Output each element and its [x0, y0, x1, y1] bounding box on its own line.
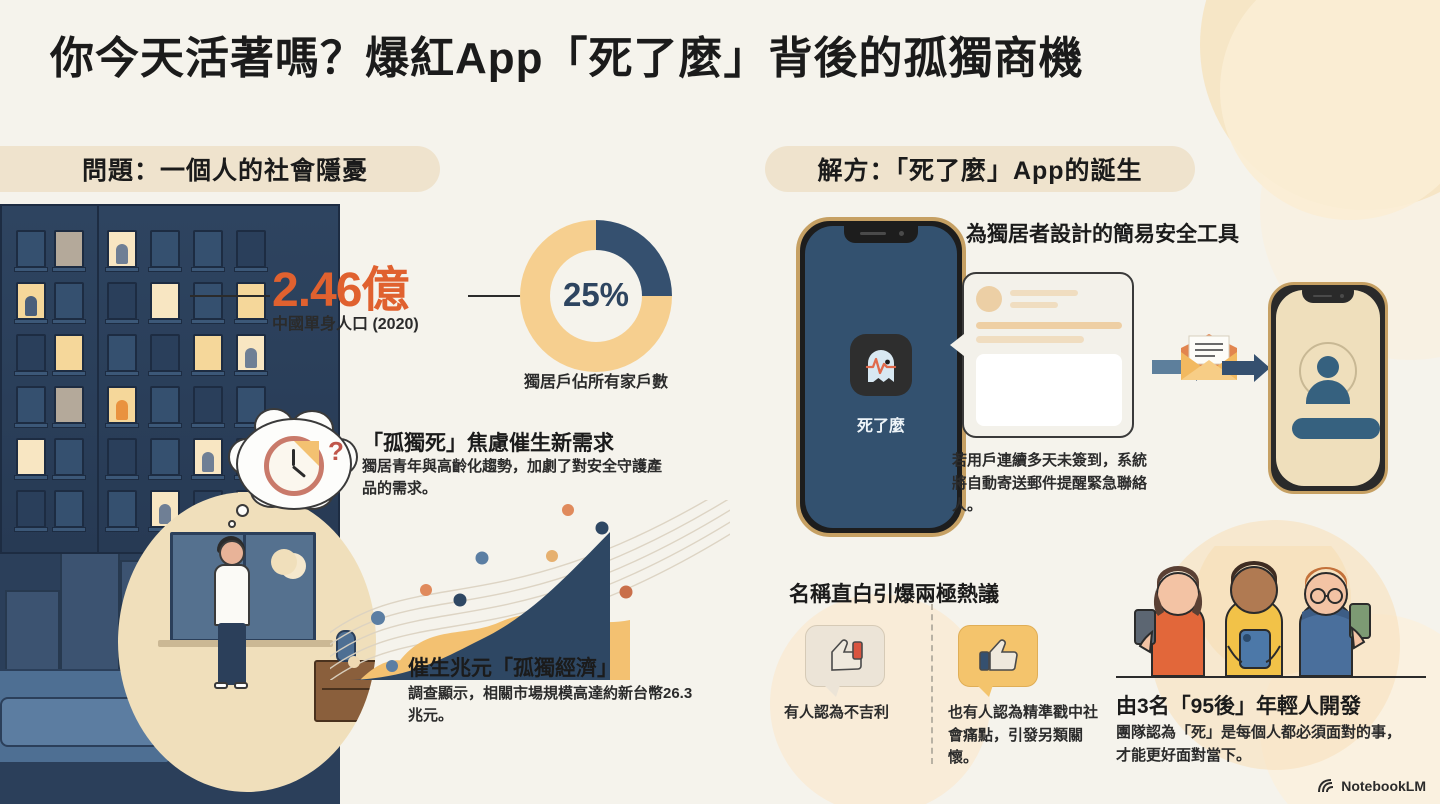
app-name-label: 死了麼 — [856, 418, 905, 435]
contact-phone-mockup[interactable] — [1268, 282, 1388, 494]
app-phone-mockup[interactable]: 死了麼 — [796, 217, 966, 537]
stat-number: 2.46億 — [272, 264, 409, 317]
brand-label: NotebookLM — [1341, 778, 1426, 794]
team-body: 團隊認為「死」是每個人都必須面對的事，才能更好面對當下。 — [1116, 724, 1402, 764]
stat-caption: 中國單身人口 (2020) — [272, 316, 419, 333]
reactions-title: 名稱直白引爆兩極熱議 — [789, 583, 999, 606]
donut-value-label: 25% — [562, 276, 630, 313]
donut-chart: 25% — [520, 220, 672, 372]
team-illustration — [1134, 546, 1371, 676]
block-title-loneliness-anxiety: 「孤獨死」焦慮催生新需求 — [362, 432, 614, 455]
phone-notch — [1302, 290, 1354, 303]
question-mark-icon: ? — [328, 436, 344, 466]
ghost-heartbeat-icon[interactable] — [850, 334, 912, 396]
reaction-positive-caption: 也有人認為精準戳中社會痛點，引發另類關懷。 — [948, 704, 1099, 766]
block-title-loneliness-economy: 催生兆元「孤獨經濟」 — [408, 657, 618, 680]
block-body-loneliness-economy: 調查顯示，相關市場規模高達約新台幣26.3兆元。 — [408, 685, 693, 724]
thumbs-up-icon — [958, 625, 1038, 697]
section-header-problem: 問題：一個人的社會隱憂 — [0, 146, 440, 192]
growth-wave-chart — [330, 500, 730, 680]
leader-line — [468, 295, 528, 297]
brand-notebooklm: NotebookLM — [1317, 778, 1426, 794]
user-avatar-icon — [1299, 342, 1357, 404]
reactions-divider — [931, 604, 933, 764]
clock-icon — [264, 436, 324, 496]
solution-title: 為獨居者設計的簡易安全工具 — [966, 223, 1239, 246]
solution-body: 若用戶連續多天未簽到，系統將自動寄送郵件提醒緊急聯絡人。 — [952, 452, 1148, 514]
block-body-loneliness-anxiety: 獨居青年與高齡化趨勢，加劇了對安全守護產品的需求。 — [362, 458, 663, 497]
notification-card-illustration — [947, 272, 1134, 438]
notebooklm-logo-icon — [1318, 779, 1334, 793]
contact-action-bar[interactable] — [1292, 418, 1380, 439]
donut-caption: 獨居戶佔所有家戶數 — [523, 374, 668, 391]
decorative-circle — [770, 594, 990, 804]
phone-notch — [844, 226, 918, 243]
thought-bubble-clock: ? — [228, 408, 360, 528]
section-header-solution: 解方：「死了麼」App的誕生 — [765, 146, 1195, 192]
team-divider — [1116, 676, 1426, 678]
flow-arrow-icon — [1222, 354, 1270, 382]
leader-line — [190, 295, 270, 297]
decorative-circle — [1220, 0, 1440, 220]
reaction-negative-caption: 有人認為不吉利 — [784, 704, 890, 721]
page-title: 你今天活著嗎？爆紅App「死了麼」背後的孤獨商機 — [50, 34, 1084, 83]
avatar — [976, 286, 1002, 312]
team-title: 由3名「95後」年輕人開發 — [1116, 695, 1362, 718]
thumbs-down-icon — [805, 625, 885, 697]
